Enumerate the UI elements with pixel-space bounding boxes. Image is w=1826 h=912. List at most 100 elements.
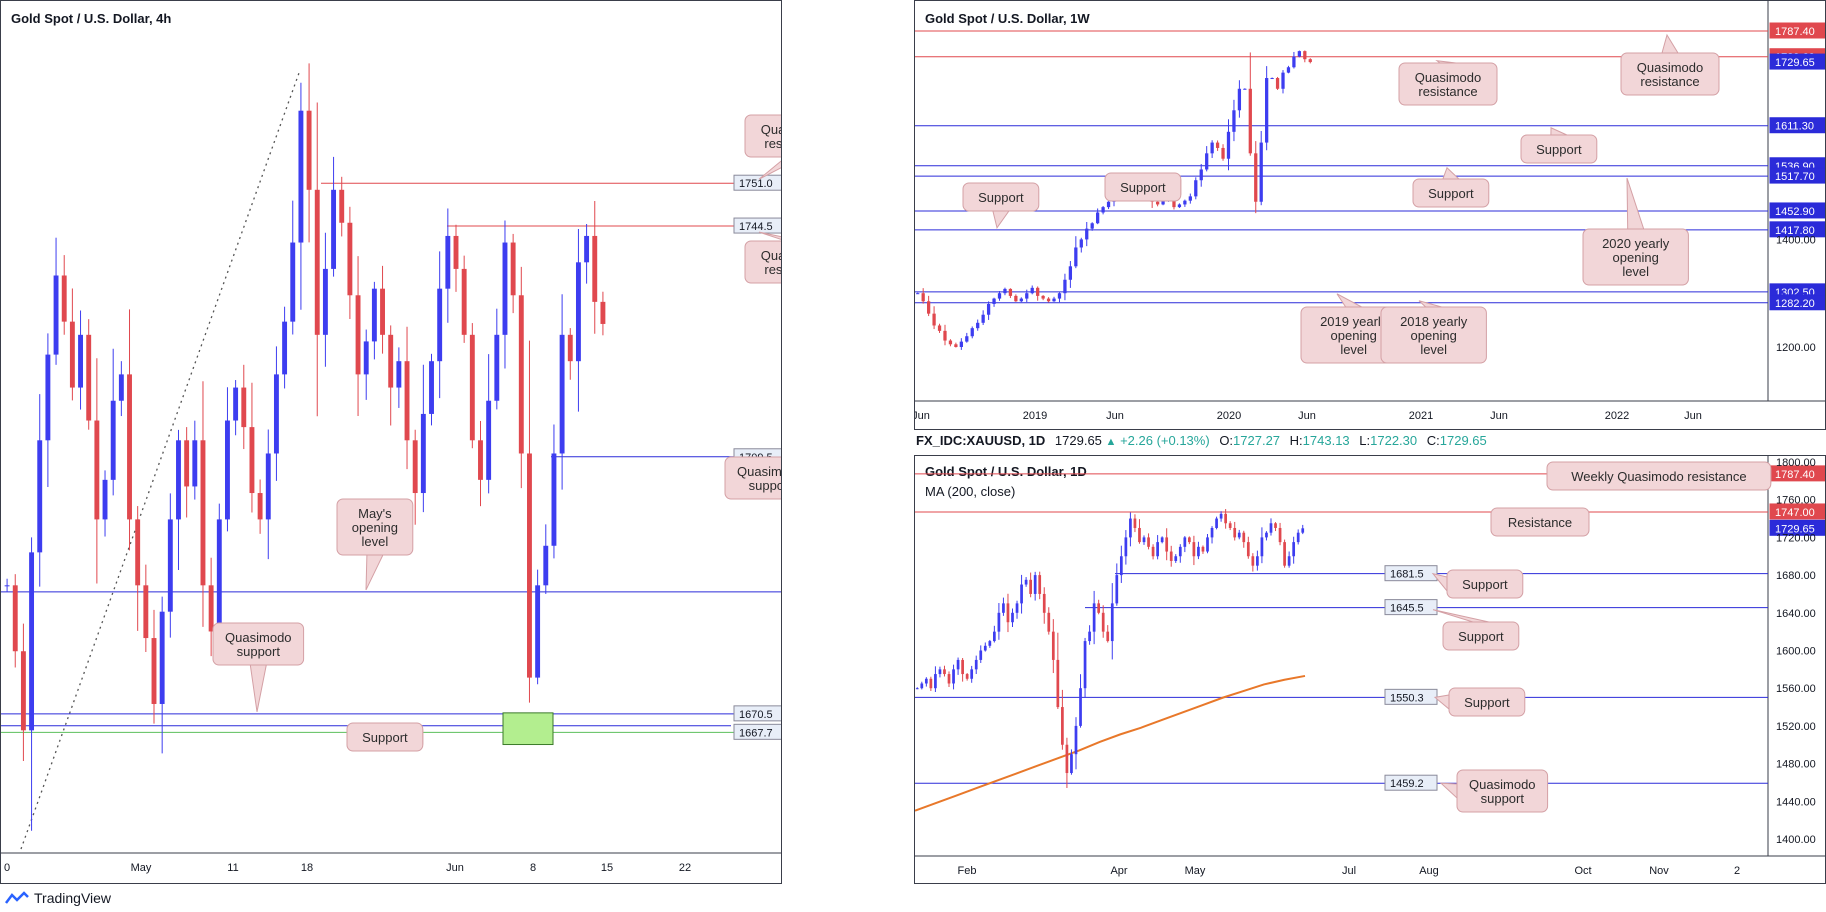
candle-1d (1033, 575, 1037, 594)
candle-1w (1265, 78, 1269, 143)
callout-support-1645-box (1442, 621, 1520, 651)
candle-4h (420, 413, 426, 494)
candle-4h (29, 552, 35, 731)
tradingview-watermark[interactable]: TradingView (4, 890, 111, 906)
candle-4h (543, 545, 549, 586)
candle-4h (249, 427, 255, 494)
candle-1w (1297, 51, 1302, 57)
candle-4h (200, 440, 206, 586)
candle-1d (1201, 546, 1205, 552)
candle-1w (965, 336, 969, 342)
candle-1d (1129, 518, 1132, 538)
callout-qm-support-left-pointer (249, 664, 267, 712)
close-price: 1729.65 (1054, 433, 1102, 448)
candle-1w (1248, 88, 1252, 154)
candle-4h (527, 453, 532, 678)
candle-1w (1161, 200, 1165, 205)
change-up-icon: ▲ (1105, 436, 1117, 448)
candle-1w (1308, 59, 1312, 63)
current-price-label: 1729.65 (1775, 57, 1815, 69)
candle-1d (1029, 579, 1032, 594)
chart-4h-panel[interactable]: Gold Spot / U.S. Dollar, 4h 1751.0 1744.5… (0, 0, 918, 884)
candle-4h (37, 440, 43, 553)
candle-1d (1002, 603, 1005, 613)
callout-support-1417-pointer (992, 210, 1010, 230)
candle-1d (979, 650, 983, 660)
candle-4h (143, 585, 149, 639)
callout-2020-yearly-text: level (1622, 264, 1649, 279)
candle-4h (347, 222, 353, 296)
candle-1w (943, 330, 947, 341)
callout-support-1645-pointer (1432, 609, 1490, 623)
candle-1w (1155, 201, 1160, 205)
close-value: 1729.65 (1439, 433, 1487, 448)
candle-1d (924, 678, 928, 684)
tradingview-label: TradingView (34, 890, 112, 906)
candle-4h (567, 334, 573, 362)
low-label: L: (1359, 433, 1371, 448)
time-tick-label: 2 (1734, 865, 1740, 877)
candle-1d (1251, 556, 1255, 566)
candle-1d (1156, 542, 1159, 557)
chart-1w[interactable]: Gold Spot / U.S. Dollar, 1W 1787.401739.… (912, 1, 1826, 429)
chart-4h[interactable]: Gold Spot / U.S. Dollar, 4h 1751.0 1744.5… (1, 1, 918, 883)
candle-4h (445, 235, 451, 289)
chart-1d-panel[interactable]: Gold Spot / U.S. Dollar, 1D MA (200, clo… (914, 455, 1826, 884)
callout-qm-support-box (1456, 769, 1549, 813)
quasimodo-zone (502, 712, 554, 746)
candle-1w (1057, 293, 1062, 299)
candle-1w (1215, 142, 1220, 148)
time-tick-label: 18 (301, 862, 313, 874)
callout-qm-resistance-2-text: resistance (1640, 74, 1699, 89)
candle-1d (1061, 707, 1064, 745)
price-tick-label: 1200.00 (1776, 342, 1816, 354)
time-tick-label: 11 (227, 862, 238, 874)
chart-1w-panel[interactable]: Gold Spot / U.S. Dollar, 1W 1787.401739.… (912, 0, 1826, 430)
candle-4h (176, 440, 181, 520)
candle-1w (1292, 56, 1296, 68)
candle-4h (45, 354, 51, 441)
price-tick-label: 1480.00 (1776, 759, 1816, 771)
level-label: 1667.7 (739, 727, 773, 739)
callout-support-1417-box (962, 182, 1040, 212)
callout-support-1681-pointer (1431, 572, 1448, 593)
candle-1d (1011, 612, 1014, 623)
time-tick-label: Jun (1298, 410, 1316, 422)
candle-1w (1041, 295, 1045, 299)
candle-4h (404, 361, 410, 441)
candle-1d (1070, 754, 1073, 774)
callout-support-1611-pointer (1550, 126, 1568, 136)
low-value: 1722.30 (1370, 433, 1418, 448)
candle-1w (1303, 51, 1307, 60)
candle-4h (478, 440, 483, 480)
candle-1w (959, 341, 963, 347)
level-axis-label: 1517.70 (1775, 171, 1815, 183)
candle-4h (412, 440, 418, 494)
candle-4h (486, 400, 492, 480)
level-axis-label: 1611.30 (1775, 121, 1814, 133)
candle-1w (1237, 88, 1242, 111)
callout-qm-resistance-2-text: resistance (764, 262, 781, 277)
candle-1w (1052, 298, 1056, 302)
time-tick-label: 2020 (1217, 410, 1241, 422)
time-tick-label: Jun (915, 410, 930, 422)
callout-2018-yearly-text: opening (1411, 328, 1457, 343)
candle-1w (1036, 287, 1040, 296)
price-tick-label: 1400.00 (1776, 834, 1816, 846)
callout-qm-resistance-1-text: Quasimodo (761, 122, 781, 137)
candle-4h (461, 268, 467, 335)
callout-support-1611: Support (1520, 126, 1598, 164)
candle-1d (1233, 527, 1237, 538)
candle-1d (1083, 641, 1087, 689)
candle-1w (1030, 287, 1034, 294)
callout-qm-resistance-2-text: Quasimodo (761, 248, 781, 263)
candle-1w (1074, 247, 1078, 267)
chart-1d[interactable]: Gold Spot / U.S. Dollar, 1D MA (200, clo… (914, 456, 1826, 883)
callout-support-text: Support (362, 730, 408, 745)
candle-1d (943, 669, 946, 675)
candle-1w (937, 325, 942, 331)
candle-1d (1124, 537, 1128, 557)
